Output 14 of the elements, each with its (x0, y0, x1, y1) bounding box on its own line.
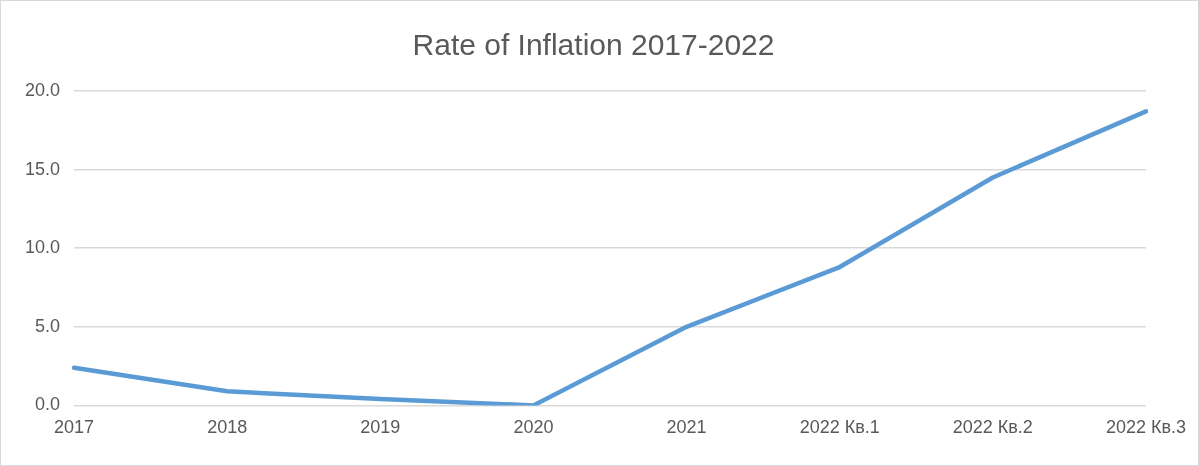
x-tick-label: 2018 (207, 417, 248, 438)
x-tick-label: 2020 (513, 417, 554, 438)
y-tick-label: 15.0 (24, 158, 61, 179)
x-tick-label: 2022 Кв.1 (799, 417, 880, 438)
x-tick-label: 2017 (54, 417, 95, 438)
y-tick-label: 5.0 (35, 315, 61, 336)
chart-title: Rate of Inflation 2017-2022 (412, 28, 775, 62)
x-tick-label: 2021 (666, 417, 707, 438)
x-tick-label: 2022 Кв.3 (1105, 417, 1186, 438)
y-tick-label: 0.0 (35, 394, 61, 415)
y-tick-label: 20.0 (24, 79, 61, 100)
y-tick-label: 10.0 (24, 237, 61, 258)
x-tick-label: 2022 Кв.2 (952, 417, 1033, 438)
x-tick-label: 2019 (360, 417, 401, 438)
